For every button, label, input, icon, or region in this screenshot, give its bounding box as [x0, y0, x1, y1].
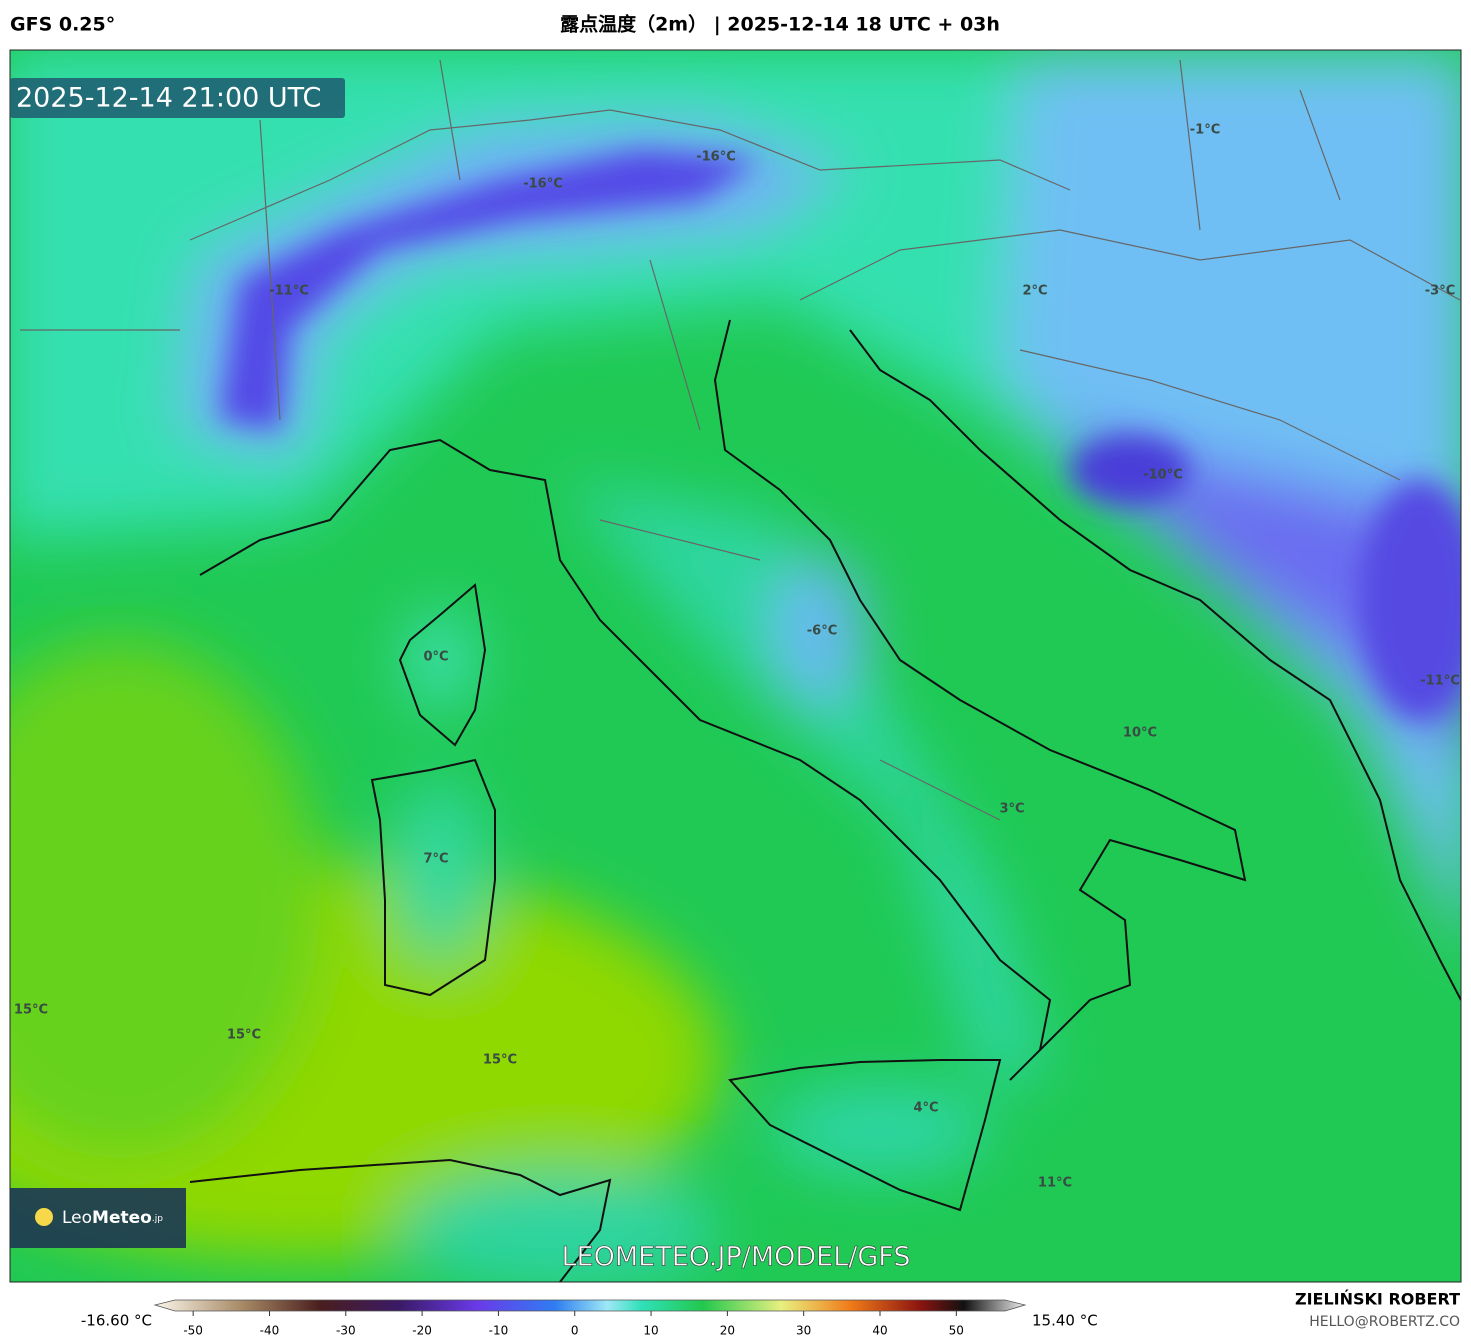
model-name: GFS 0.25° — [10, 14, 115, 36]
colorbar-tick-label: 30 — [796, 1324, 811, 1338]
valid-time: 2025-12-14 21:00 UTC — [16, 83, 321, 114]
cold-core — [220, 150, 1461, 720]
sardinia — [370, 758, 496, 997]
contour-label: 7°C — [423, 852, 448, 867]
contour-label: 0°C — [423, 650, 448, 665]
contour-label: -10°C — [1143, 468, 1183, 483]
contour-label: 10°C — [1123, 726, 1157, 741]
contour-label: 3°C — [999, 802, 1024, 817]
contour-label: -6°C — [807, 624, 837, 639]
colorbar-tick-label: 10 — [643, 1324, 658, 1338]
contour-label: -11°C — [269, 284, 309, 299]
author: ZIELIŃSKI ROBERT — [1295, 1290, 1460, 1309]
contour-label: 11°C — [1038, 1176, 1072, 1191]
colorbar-tick-label: -40 — [260, 1324, 280, 1338]
logo-light: Leo — [62, 1208, 92, 1228]
contour-label: -3°C — [1425, 284, 1455, 299]
colorbar-tick-label: -50 — [183, 1324, 203, 1338]
colorbar-tick-label: -10 — [489, 1324, 509, 1338]
contour-label: 4°C — [913, 1101, 938, 1116]
logo-text: LeoMeteo.jp — [62, 1208, 163, 1228]
contour-label: 2°C — [1022, 284, 1047, 299]
map-frame — [9, 49, 1462, 1283]
colorbar-bar — [153, 1299, 1027, 1312]
colorbar: -50 -40 -30 -20 -10 0 10 20 30 40 50 — [153, 1299, 1027, 1338]
chart-title: 露点温度（2m） | 2025-12-14 18 UTC + 03h — [560, 13, 1000, 36]
colorbar-tick-label: -30 — [336, 1324, 356, 1338]
time-box — [10, 78, 345, 118]
contour-label: 15°C — [483, 1053, 517, 1068]
field — [10, 50, 1461, 1282]
contour-label: -11°C — [1420, 674, 1460, 689]
colorbar-tick-label: 50 — [949, 1324, 964, 1338]
logo-suffix: .jp — [152, 1214, 163, 1224]
sicily — [728, 1059, 1002, 1212]
balkan-coast — [849, 329, 1461, 1001]
corsica — [398, 583, 487, 747]
contour-label: -16°C — [523, 177, 563, 192]
colorbar-tick-label: -20 — [412, 1324, 432, 1338]
logo-sun — [35, 1208, 53, 1226]
contour-label: -16°C — [696, 150, 736, 165]
email: HELLO@ROBERTZ.CO — [1309, 1314, 1460, 1330]
borders — [20, 59, 1461, 821]
colorbar-tick-label: 20 — [720, 1324, 735, 1338]
logo-bold: Meteo — [92, 1208, 152, 1228]
italy-coast — [199, 319, 1247, 1081]
contour-label: 15°C — [14, 1003, 48, 1018]
contour-label: -1°C — [1190, 123, 1220, 138]
colorbar-min: -16.60 °C — [81, 1312, 152, 1330]
colorbar-tick-label: 40 — [872, 1324, 887, 1338]
colorbar-max: 15.40 °C — [1032, 1312, 1098, 1330]
africa-coast — [189, 1158, 612, 1282]
watermark: LEOMETEO.JP/MODEL/GFS — [562, 1242, 911, 1273]
colorbar-tick-label: 0 — [571, 1324, 579, 1338]
map — [10, 50, 1461, 1282]
contour-label: 15°C — [227, 1028, 261, 1043]
